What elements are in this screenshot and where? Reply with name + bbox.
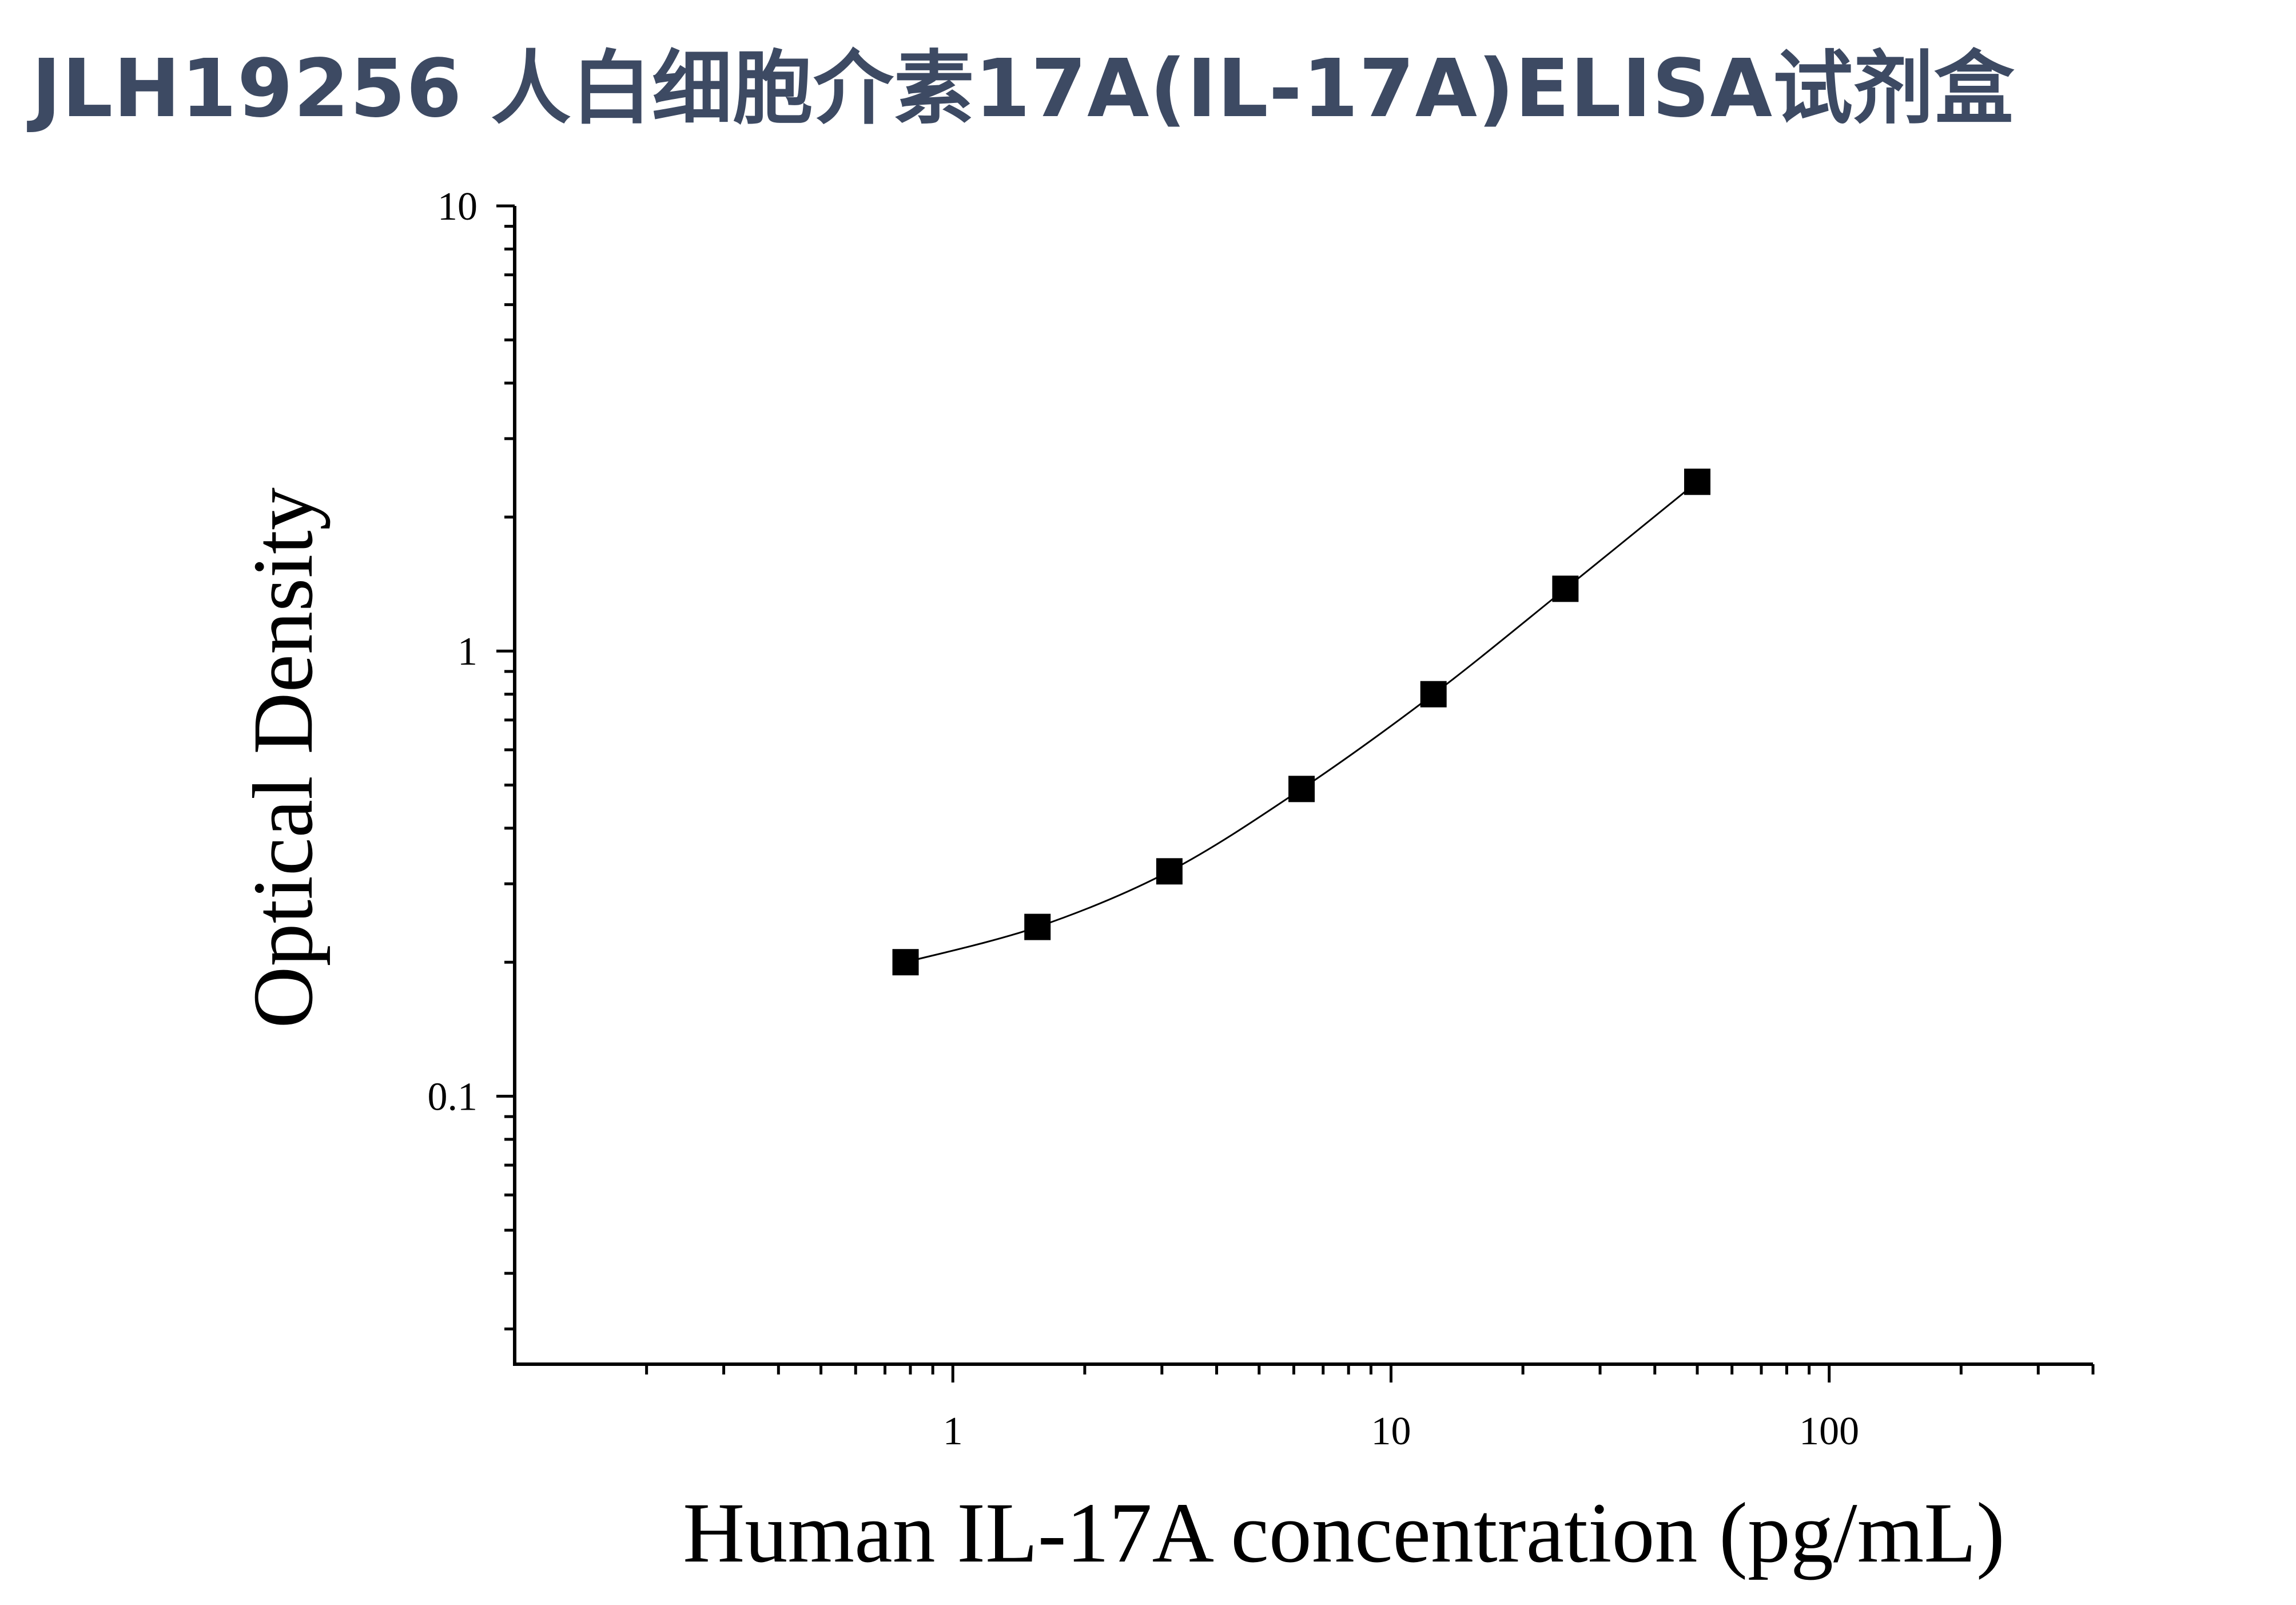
page-title: JLH19256 人白细胞介素17A(IL-17A)ELISA试剂盒	[31, 42, 2015, 136]
data-point	[1156, 858, 1183, 885]
y-tick-label: 0.1	[428, 1075, 478, 1119]
x-tick-label: 10	[1371, 1409, 1411, 1453]
tick-labels: 1 10 100 0.1 1 10	[428, 185, 1860, 1453]
y-tick-label: 1	[457, 630, 477, 674]
data-point	[1024, 913, 1051, 940]
x-tick-label: 1	[943, 1409, 963, 1453]
data-point	[892, 949, 919, 976]
fit-curve	[905, 481, 1698, 963]
data-point	[1420, 681, 1447, 708]
data-point	[1552, 575, 1579, 602]
data-point	[1684, 468, 1711, 495]
y-tick-label: 10	[437, 185, 477, 229]
y-axis-label: Optical Density	[236, 487, 331, 1028]
x-axis-label: Human IL-17A concentration (pg/mL)	[683, 1485, 2005, 1580]
data-point	[1288, 776, 1315, 802]
data-markers	[892, 468, 1711, 976]
x-tick-label: 100	[1799, 1409, 1859, 1453]
major-ticks	[496, 204, 1831, 1382]
